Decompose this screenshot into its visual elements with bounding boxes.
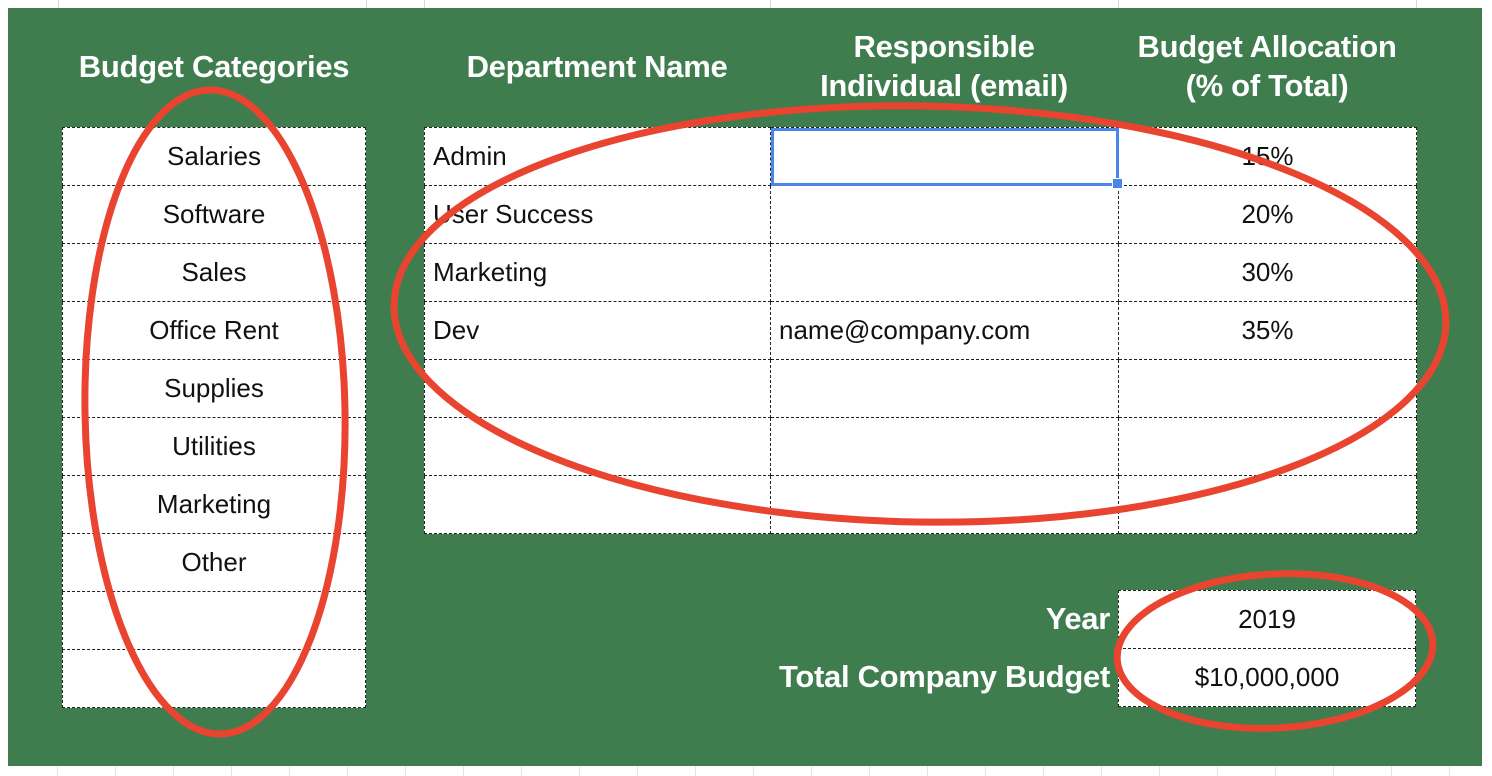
selection-fill-handle[interactable]	[1112, 178, 1123, 189]
category-row: Office Rent	[62, 301, 366, 360]
column-gridline-strip	[0, 0, 1492, 8]
summary-row-year: 2019	[1118, 590, 1416, 649]
year-label: Year	[1045, 601, 1111, 636]
category-cell[interactable]: Other	[62, 533, 366, 592]
category-cell[interactable]	[62, 649, 366, 708]
category-cell[interactable]: Office Rent	[62, 301, 366, 360]
allocation-cell[interactable]: 35%	[1118, 301, 1417, 360]
category-cell[interactable]: Salaries	[62, 127, 366, 186]
responsible-email-cell[interactable]	[770, 127, 1119, 186]
allocation-cell[interactable]: 30%	[1118, 243, 1417, 302]
total-budget-cell[interactable]: $10,000,000	[1118, 648, 1416, 707]
allocation-cell[interactable]	[1118, 475, 1417, 534]
summary-row-total: $10,000,000	[1118, 648, 1416, 707]
department-row	[424, 359, 1417, 418]
responsible-email-cell[interactable]	[770, 475, 1119, 534]
allocation-cell[interactable]: 20%	[1118, 185, 1417, 244]
category-row: Sales	[62, 243, 366, 302]
header-budget-allocation: Budget Allocation (% of Total)	[1137, 29, 1397, 103]
department-name-cell[interactable]	[424, 475, 771, 534]
department-name-cell[interactable]	[424, 417, 771, 476]
total-budget-label: Total Company Budget	[779, 659, 1110, 694]
allocation-cell[interactable]: 15%	[1118, 127, 1417, 186]
responsible-email-cell[interactable]	[770, 359, 1119, 418]
category-cell[interactable]: Sales	[62, 243, 366, 302]
allocation-cell[interactable]	[1118, 359, 1417, 418]
department-name-cell[interactable]: Dev	[424, 301, 771, 360]
category-cell[interactable]	[62, 591, 366, 650]
category-row: Software	[62, 185, 366, 244]
category-cell[interactable]: Utilities	[62, 417, 366, 476]
department-name-cell[interactable]: Admin	[424, 127, 771, 186]
department-row: Dev name@company.com 35%	[424, 301, 1417, 360]
year-cell[interactable]: 2019	[1118, 590, 1416, 649]
category-row	[62, 649, 366, 708]
category-row	[62, 591, 366, 650]
category-row: Utilities	[62, 417, 366, 476]
responsible-email-cell[interactable]	[770, 243, 1119, 302]
responsible-email-cell[interactable]: name@company.com	[770, 301, 1119, 360]
budget-categories-table: Salaries Software Sales Office Rent Supplies…	[62, 127, 366, 708]
category-cell[interactable]: Software	[62, 185, 366, 244]
department-name-cell[interactable]: Marketing	[424, 243, 771, 302]
department-row: Admin 15%	[424, 127, 1417, 186]
category-row: Salaries	[62, 127, 366, 186]
allocation-cell[interactable]	[1118, 417, 1417, 476]
department-name-cell[interactable]: User Success	[424, 185, 771, 244]
responsible-email-cell[interactable]	[770, 417, 1119, 476]
departments-table: Admin 15% User Success 20% Marketing 30% Dev na…	[424, 127, 1417, 534]
category-row: Marketing	[62, 475, 366, 534]
category-cell[interactable]: Supplies	[62, 359, 366, 418]
responsible-email-cell[interactable]	[770, 185, 1119, 244]
department-row: Marketing 30%	[424, 243, 1417, 302]
department-row	[424, 475, 1417, 534]
department-row	[424, 417, 1417, 476]
summary-table: 2019 $10,000,000	[1118, 590, 1416, 707]
department-name-cell[interactable]	[424, 359, 771, 418]
category-row: Other	[62, 533, 366, 592]
header-department-name: Department Name	[466, 49, 728, 84]
category-row: Supplies	[62, 359, 366, 418]
header-responsible-individual: Responsible Individual (email)	[820, 29, 1068, 103]
header-budget-categories: Budget Categories	[78, 49, 350, 84]
category-cell[interactable]: Marketing	[62, 475, 366, 534]
department-row: User Success 20%	[424, 185, 1417, 244]
